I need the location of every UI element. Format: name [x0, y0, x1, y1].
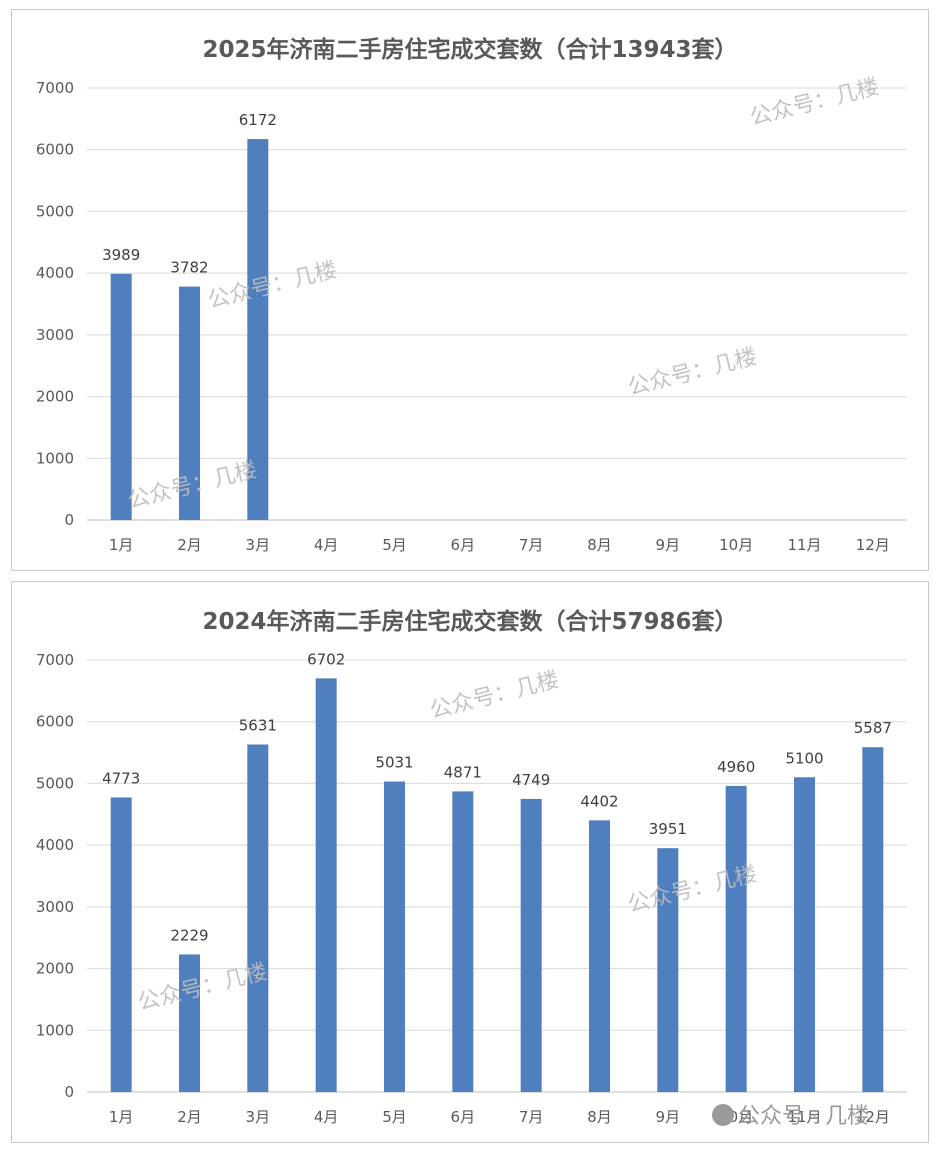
- y-tick-label: 2000: [36, 960, 74, 978]
- x-tick-label: 12月: [856, 1108, 890, 1126]
- footer-watermark: 公众号 · 几楼: [712, 1098, 869, 1130]
- x-tick-label: 5月: [382, 1108, 407, 1126]
- data-label: 2229: [170, 926, 208, 944]
- x-tick-label: 1月: [109, 536, 134, 554]
- x-tick-label: 6月: [451, 1108, 476, 1126]
- data-label: 5100: [785, 749, 823, 767]
- y-tick-label: 7000: [36, 79, 74, 97]
- x-tick-label: 4月: [314, 1108, 339, 1126]
- x-tick-label: 3月: [246, 1108, 271, 1126]
- x-tick-label: 12月: [856, 536, 890, 554]
- footer-watermark-text: 公众号 · 几楼: [738, 1104, 869, 1129]
- y-tick-label: 7000: [36, 651, 74, 669]
- data-label: 4871: [444, 763, 482, 781]
- y-tick-label: 5000: [36, 774, 74, 792]
- y-tick-label: 2000: [36, 388, 74, 406]
- chart-panel-2025: 2025年济南二手房住宅成交套数（合计13943套） 0 1000 2000 3000 4…: [11, 9, 929, 571]
- x-tick-label: 7月: [519, 536, 544, 554]
- data-label: 4402: [580, 792, 618, 810]
- x-tick-label: 9月: [656, 536, 681, 554]
- chart-panel-2024: 2024年济南二手房住宅成交套数（合计57986套） 0 1000 2000 3000 4…: [11, 581, 929, 1143]
- y-tick-label: 3000: [36, 326, 74, 344]
- bar: [247, 744, 269, 1092]
- y-tick-label: 1000: [36, 1021, 74, 1039]
- data-label: 5031: [375, 754, 413, 772]
- bar-chart-2024: 2024年济南二手房住宅成交套数（合计57986套） 0 1000 2000 3000 4…: [36, 608, 907, 1126]
- data-label: 3782: [170, 259, 208, 277]
- x-tick-label: 6月: [451, 536, 476, 554]
- x-tick-label: 8月: [587, 536, 612, 554]
- y-tick-label: 1000: [36, 449, 74, 467]
- x-tick-label: 5月: [382, 536, 407, 554]
- bar: [657, 848, 679, 1092]
- x-tick-label: 2月: [177, 1108, 202, 1126]
- watermark-text: 公众号：几楼: [205, 258, 339, 314]
- y-tick-label: 4000: [36, 836, 74, 854]
- bar: [247, 139, 269, 520]
- y-tick-label: 0: [64, 1083, 74, 1101]
- y-tick-label: 4000: [36, 264, 74, 282]
- data-label: 3989: [102, 246, 140, 264]
- bar: [179, 286, 200, 520]
- bar: [794, 777, 815, 1092]
- data-label: 4749: [512, 771, 550, 789]
- bar: [110, 797, 132, 1092]
- watermark-text: 公众号：几楼: [625, 345, 759, 401]
- bar: [384, 781, 405, 1092]
- x-tick-label: 1月: [109, 1108, 134, 1126]
- wechat-icon: [712, 1104, 734, 1126]
- y-tick-label: 6000: [36, 713, 74, 731]
- data-label: 5587: [854, 719, 892, 737]
- chart-title: 2025年济南二手房住宅成交套数（合计13943套）: [202, 36, 737, 63]
- bar: [520, 798, 542, 1092]
- bar: [315, 678, 337, 1092]
- data-label: 6702: [307, 650, 345, 668]
- bar: [589, 820, 610, 1092]
- bar: [110, 273, 132, 520]
- data-label: 4960: [717, 758, 755, 776]
- chart-title: 2024年济南二手房住宅成交套数（合计57986套）: [202, 608, 737, 635]
- x-tick-label: 4月: [314, 536, 339, 554]
- x-tick-label: 8月: [587, 1108, 612, 1126]
- watermark-text: 公众号：几楼: [427, 668, 561, 724]
- bar: [452, 791, 474, 1092]
- bar: [179, 954, 200, 1092]
- data-label: 4773: [102, 769, 140, 787]
- x-tick-label: 9月: [656, 1108, 681, 1126]
- watermark-text: 公众号：几楼: [747, 75, 881, 131]
- x-tick-label: 2月: [177, 536, 202, 554]
- bar: [725, 785, 747, 1092]
- y-tick-label: 6000: [36, 141, 74, 159]
- x-tick-label: 3月: [246, 536, 271, 554]
- bar-chart-2025: 2025年济南二手房住宅成交套数（合计13943套） 0 1000 2000 3000 4…: [36, 36, 907, 554]
- data-label: 3951: [649, 820, 687, 838]
- x-tick-label: 11月: [787, 536, 821, 554]
- data-label: 5631: [239, 716, 277, 734]
- y-tick-label: 3000: [36, 898, 74, 916]
- x-tick-label: 10月: [719, 536, 753, 554]
- y-tick-label: 5000: [36, 202, 74, 220]
- data-label: 6172: [239, 111, 277, 129]
- x-tick-label: 11月: [787, 1108, 821, 1126]
- bar: [862, 747, 884, 1092]
- y-tick-label: 0: [64, 511, 74, 529]
- x-tick-label: 7月: [519, 1108, 544, 1126]
